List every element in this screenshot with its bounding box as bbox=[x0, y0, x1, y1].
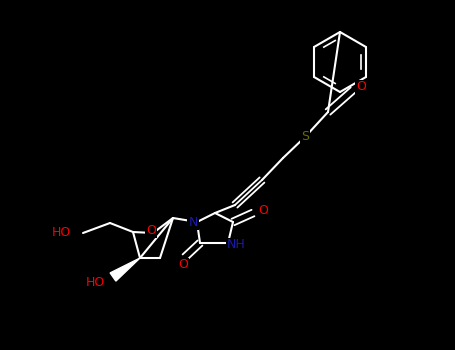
Text: O: O bbox=[258, 203, 268, 217]
Text: O: O bbox=[356, 80, 366, 93]
Text: O: O bbox=[178, 259, 188, 272]
Polygon shape bbox=[110, 258, 140, 281]
Text: HO: HO bbox=[86, 275, 105, 288]
Text: O: O bbox=[146, 224, 156, 237]
Text: NH: NH bbox=[227, 238, 245, 252]
Text: HO: HO bbox=[52, 226, 71, 239]
Text: S: S bbox=[301, 131, 309, 144]
Text: N: N bbox=[188, 216, 197, 229]
